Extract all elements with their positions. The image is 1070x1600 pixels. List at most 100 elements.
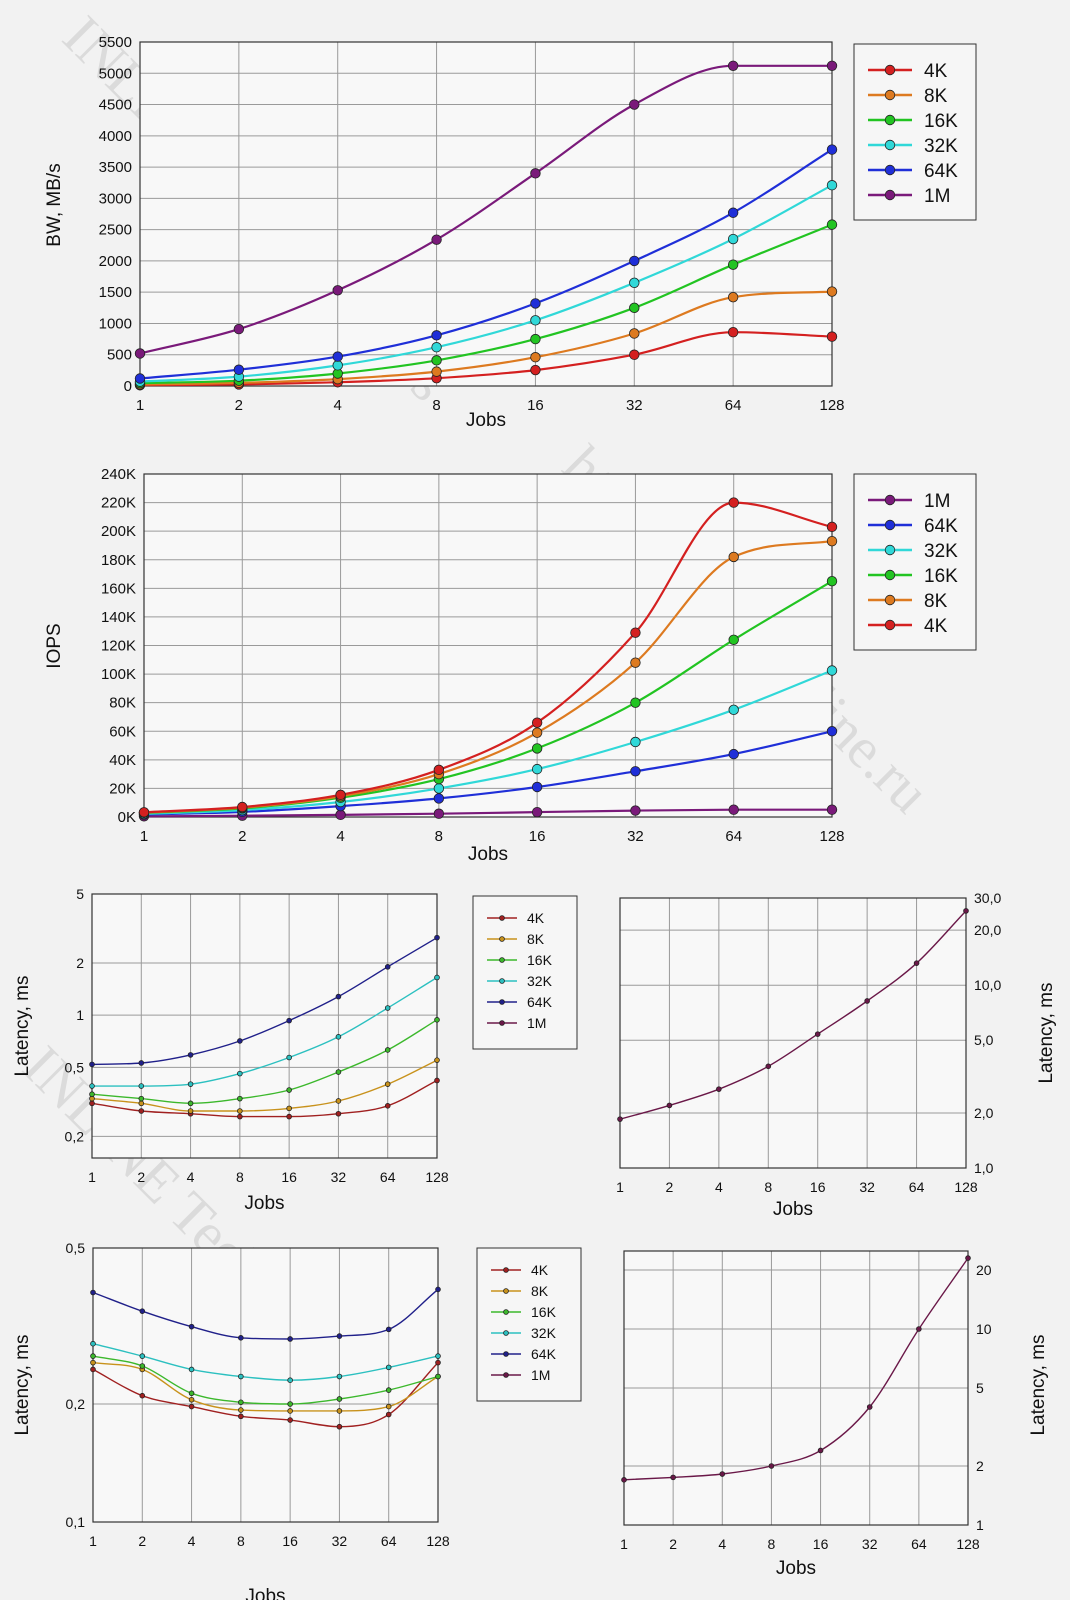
x-tick-label: 128 (426, 1533, 450, 1549)
x-tick-label: 128 (956, 1536, 980, 1552)
y-tick-label: 3000 (99, 190, 132, 207)
data-point (826, 144, 838, 155)
legend-label-8K: 8K (924, 86, 948, 107)
legend-swatch-dot-32K (884, 139, 896, 151)
x-tick-label: 8 (768, 1536, 776, 1552)
data-point (431, 330, 442, 341)
x-tick-label: 32 (859, 1179, 875, 1195)
data-point (89, 1100, 95, 1107)
plot-area (92, 894, 437, 1158)
legend-swatch-dot-64K (503, 1351, 509, 1357)
y-tick-label: 500 (107, 347, 132, 364)
plot-area (620, 898, 966, 1168)
data-point (237, 1038, 243, 1044)
data-point (187, 1100, 194, 1107)
data-point (139, 1308, 146, 1314)
data-point (188, 1403, 195, 1410)
series-line-64K (139, 148, 833, 380)
x-tick-label: 64 (911, 1536, 927, 1552)
y-tick-label: 0,5 (65, 1059, 85, 1075)
y-tick-label: 0 (124, 378, 132, 395)
data-point (238, 1407, 244, 1413)
data-point (90, 1366, 96, 1373)
legend: 4K 8K 16K 32K 64K 1M (472, 895, 578, 1050)
x-tick-label: 4 (188, 1533, 196, 1549)
data-point (233, 323, 245, 335)
legend-label-32K: 32K (924, 541, 958, 562)
data-point (728, 551, 739, 563)
legend-label-16K: 16K (527, 952, 553, 968)
y-tick-label: 0,2 (66, 1396, 86, 1412)
data-point (531, 806, 543, 818)
y-tick-label: 0,5 (66, 1240, 86, 1256)
x-tick-label: 32 (627, 828, 644, 845)
data-point (630, 657, 641, 668)
x-tick-label: 2 (238, 828, 246, 845)
data-point (434, 1017, 440, 1023)
data-point (138, 1060, 145, 1066)
plot-frame (143, 473, 833, 818)
series-line-32K (139, 184, 833, 383)
legend-label-4K: 4K (531, 1262, 549, 1278)
x-tick-label: 16 (527, 397, 544, 414)
data-point (434, 1057, 440, 1063)
plot-frame (91, 893, 438, 1159)
y-tick-label: 20,0 (974, 922, 1001, 938)
y-tick-label: 100K (101, 666, 136, 683)
legend: 4K 8K 16K 32K 64K 1M (853, 43, 977, 221)
data-point (138, 807, 150, 818)
series-8K (89, 1057, 440, 1114)
x-tick-label: 2 (669, 1536, 677, 1552)
legend-label-32K: 32K (924, 136, 958, 157)
data-point (286, 1087, 292, 1093)
legend-label-64K: 64K (531, 1346, 557, 1362)
x-tick-label: 16 (282, 1533, 298, 1549)
data-point (138, 1083, 145, 1089)
legend-swatch-dot-32K (503, 1330, 509, 1336)
data-point (826, 521, 838, 533)
y-tick-label: 5500 (99, 34, 132, 51)
x-tick-label: 128 (425, 1169, 449, 1185)
y-tick-label: 2000 (99, 253, 132, 270)
x-tick-label: 16 (529, 828, 546, 845)
series-4K (90, 1359, 441, 1430)
series-line-8K (139, 290, 833, 386)
y-tick-label: 1 (76, 1007, 84, 1023)
data-point (188, 1396, 195, 1403)
data-point (335, 1110, 342, 1117)
data-point (336, 1373, 343, 1380)
y-axis-label: Latency, ms (12, 975, 33, 1076)
x-tick-label: 1 (140, 828, 148, 845)
data-point (89, 1083, 95, 1089)
data-point (431, 355, 442, 366)
data-point (826, 726, 838, 737)
data-point (817, 1447, 824, 1454)
x-tick-label: 16 (281, 1169, 297, 1185)
series-16K (90, 1353, 441, 1407)
y-tick-label: 5000 (99, 65, 132, 82)
plot-area (93, 1248, 438, 1522)
legend-label-1M: 1M (924, 186, 950, 207)
series-1M (617, 908, 969, 1122)
data-point (826, 575, 838, 587)
x-tick-label: 64 (381, 1533, 397, 1549)
y-axis-label: BW, MB/s (44, 163, 65, 246)
data-point (727, 60, 739, 71)
legend-label-64K: 64K (527, 994, 553, 1010)
data-point (531, 743, 543, 754)
data-point (431, 234, 442, 245)
data-point (286, 1105, 292, 1112)
data-point (385, 1403, 392, 1410)
legend-swatch-dot-1M (503, 1372, 509, 1378)
x-tick-label: 128 (819, 828, 844, 845)
data-point (727, 291, 739, 303)
data-point (629, 99, 640, 110)
data-point (826, 219, 838, 230)
y-axis-label: Latency, ms (12, 1334, 33, 1435)
data-point (336, 1423, 343, 1430)
data-point (187, 1052, 194, 1058)
data-point (90, 1289, 96, 1296)
data-point (286, 1113, 292, 1120)
data-point (719, 1471, 726, 1477)
y-tick-label: 2 (976, 1458, 984, 1474)
